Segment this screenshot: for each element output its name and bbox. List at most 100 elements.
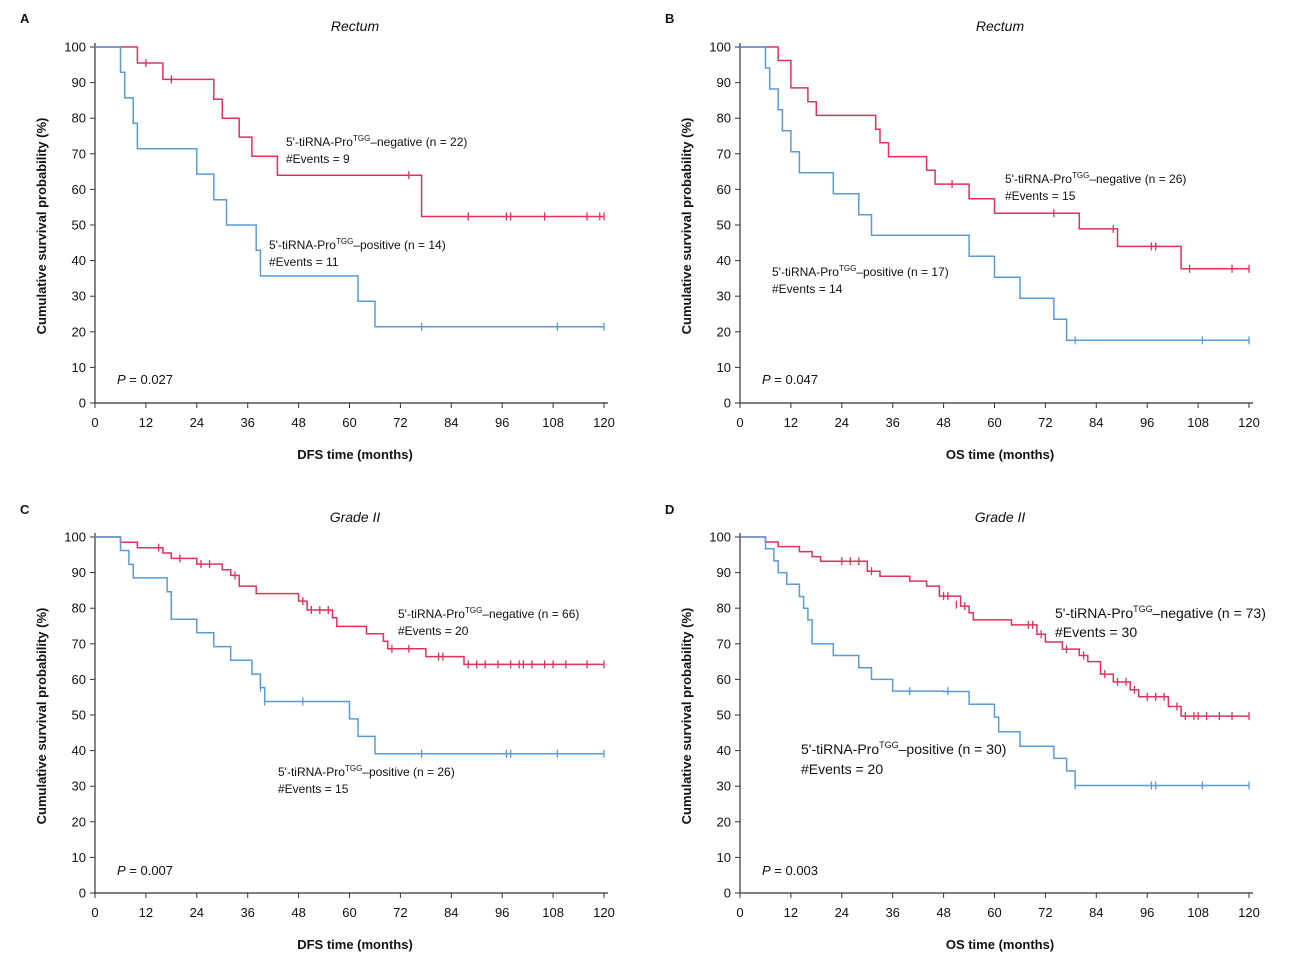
- panel-b-p-value: P = 0.047: [762, 372, 818, 387]
- panel-a-positive-events: #Events = 11: [269, 255, 339, 269]
- y-tick-label: 0: [79, 396, 86, 411]
- panel-a-positive-label: 5'-tiRNA-ProTGG–positive (n = 14): [269, 237, 446, 252]
- y-tick-label: 60: [717, 672, 731, 687]
- y-tick-label: 50: [72, 218, 86, 233]
- label-sup: TGG: [336, 237, 353, 246]
- x-tick-label: 36: [885, 905, 899, 920]
- series-line-negative: [740, 536, 1249, 717]
- x-tick-label: 12: [139, 905, 153, 920]
- x-tick-label: 0: [91, 905, 98, 920]
- label-suffix: –negative (n = 22): [370, 135, 467, 149]
- x-tick-label: 60: [342, 415, 356, 430]
- y-tick-label: 20: [717, 324, 731, 339]
- x-tick-label: 36: [885, 415, 899, 430]
- label-suffix: –positive (n = 14): [353, 238, 445, 252]
- x-tick-label: 24: [190, 905, 204, 920]
- x-tick-label: 24: [190, 415, 204, 430]
- y-tick-label: 50: [72, 708, 86, 723]
- label-sup: TGG: [1133, 604, 1153, 614]
- x-tick-label: 120: [1238, 415, 1260, 430]
- x-tick-label: 12: [139, 415, 153, 430]
- x-tick-label: 24: [835, 415, 849, 430]
- y-tick-label: 20: [72, 324, 86, 339]
- x-tick-label: 12: [784, 415, 798, 430]
- panel-d-xlabel: OS time (months): [946, 937, 1054, 952]
- x-tick-label: 96: [495, 905, 509, 920]
- y-tick-label: 20: [72, 814, 86, 829]
- panel-c-positive-label: 5'-tiRNA-ProTGG–positive (n = 26): [278, 764, 455, 779]
- panel-d-chart: 0 10 20 30 40 50 60 70 80 90 100 0 12 24 36 48 60 72 84 96 1…: [665, 502, 1266, 952]
- y-tick-label: 90: [717, 75, 731, 90]
- panel-d-p-value: P = 0.003: [762, 863, 818, 878]
- series-line-negative: [95, 536, 604, 666]
- y-tick-label: 10: [717, 360, 731, 375]
- x-tick-label: 84: [1089, 415, 1103, 430]
- y-tick-label: 40: [717, 743, 731, 758]
- label-suffix: –negative (n = 26): [1089, 172, 1186, 186]
- x-tick-label: 72: [393, 905, 407, 920]
- label-prefix: 5'-tiRNA-Pro: [286, 135, 353, 149]
- panel-c-xlabel: DFS time (months): [297, 937, 413, 952]
- label-sup: TGG: [353, 134, 370, 143]
- y-tick-label: 100: [64, 530, 86, 545]
- label-prefix: 5'-tiRNA-Pro: [1005, 172, 1072, 186]
- panel-b-negative-label: 5'-tiRNA-ProTGG–negative (n = 26): [1005, 171, 1186, 186]
- panel-c-negative-label: 5'-tiRNA-ProTGG–negative (n = 66): [398, 606, 579, 621]
- y-tick-label: 50: [717, 708, 731, 723]
- panel-c-chart: 0 10 20 30 40 50 60 70 80 90 100 0 12 24 36 48 60 72 84 96 1…: [20, 502, 615, 952]
- label-prefix: 5'-tiRNA-Pro: [1055, 605, 1133, 621]
- label-sup: TGG: [839, 264, 856, 273]
- y-tick-label: 100: [64, 40, 86, 55]
- y-tick-label: 100: [709, 530, 731, 545]
- x-tick-label: 0: [736, 415, 743, 430]
- x-tick-label: 120: [593, 905, 615, 920]
- y-tick-label: 40: [717, 253, 731, 268]
- x-tick-label: 84: [444, 905, 458, 920]
- y-tick-label: 10: [72, 850, 86, 865]
- y-tick-label: 70: [717, 636, 731, 651]
- panel-a-ylabel: Cumulative survival probability (%): [34, 118, 49, 335]
- y-tick-label: 20: [717, 814, 731, 829]
- plot-area: 0 10 20 30 40 50 60 70 80 90 100 0 12 24 36 48 60 72 84 96 1…: [709, 530, 1260, 921]
- y-tick-label: 30: [72, 779, 86, 794]
- plot-area: 0 10 20 30 40 50 60 70 80 90 100 0 12 24 36 48 60 72 84 96 1…: [64, 40, 615, 431]
- x-tick-label: 48: [291, 415, 305, 430]
- panel-d-letter: D: [665, 502, 674, 517]
- x-tick-label: 60: [342, 905, 356, 920]
- y-tick-label: 40: [72, 743, 86, 758]
- panel-c-letter: C: [20, 502, 30, 517]
- panel-b-letter: B: [665, 11, 674, 26]
- label-suffix: –negative (n = 66): [482, 607, 579, 621]
- y-tick-label: 80: [72, 111, 86, 126]
- x-tick-label: 12: [784, 905, 798, 920]
- x-tick-label: 96: [1140, 905, 1154, 920]
- panel-a-negative-label: 5'-tiRNA-ProTGG–negative (n = 22): [286, 134, 467, 149]
- panel-b-negative-events: #Events = 15: [1005, 189, 1076, 203]
- x-tick-label: 120: [593, 415, 615, 430]
- y-tick-label: 90: [717, 565, 731, 580]
- panel-b-ylabel: Cumulative survival probability (%): [679, 118, 694, 335]
- panel-c-negative-events: #Events = 20: [398, 624, 469, 638]
- x-tick-label: 0: [91, 415, 98, 430]
- x-tick-label: 48: [936, 415, 950, 430]
- y-tick-label: 80: [72, 601, 86, 616]
- plot-area: 0 10 20 30 40 50 60 70 80 90 100 0 12 24 36 48 60 72 84 96 1…: [64, 530, 615, 921]
- label-suffix: –positive (n = 17): [856, 265, 948, 279]
- y-tick-label: 60: [72, 182, 86, 197]
- series-line-negative: [95, 46, 604, 218]
- y-tick-label: 10: [72, 360, 86, 375]
- label-prefix: 5'-tiRNA-Pro: [278, 765, 345, 779]
- x-tick-label: 108: [542, 415, 564, 430]
- label-prefix: 5'-tiRNA-Pro: [398, 607, 465, 621]
- y-tick-label: 10: [717, 850, 731, 865]
- x-tick-label: 72: [1038, 415, 1052, 430]
- y-tick-label: 30: [717, 779, 731, 794]
- series-line-positive: [740, 536, 1249, 787]
- x-tick-label: 120: [1238, 905, 1260, 920]
- x-tick-label: 108: [1187, 905, 1209, 920]
- p-label: P: [117, 372, 126, 387]
- label-suffix: –positive (n = 26): [362, 765, 454, 779]
- panel-c-title: Grade II: [330, 509, 381, 525]
- x-tick-label: 84: [444, 415, 458, 430]
- y-tick-label: 100: [709, 40, 731, 55]
